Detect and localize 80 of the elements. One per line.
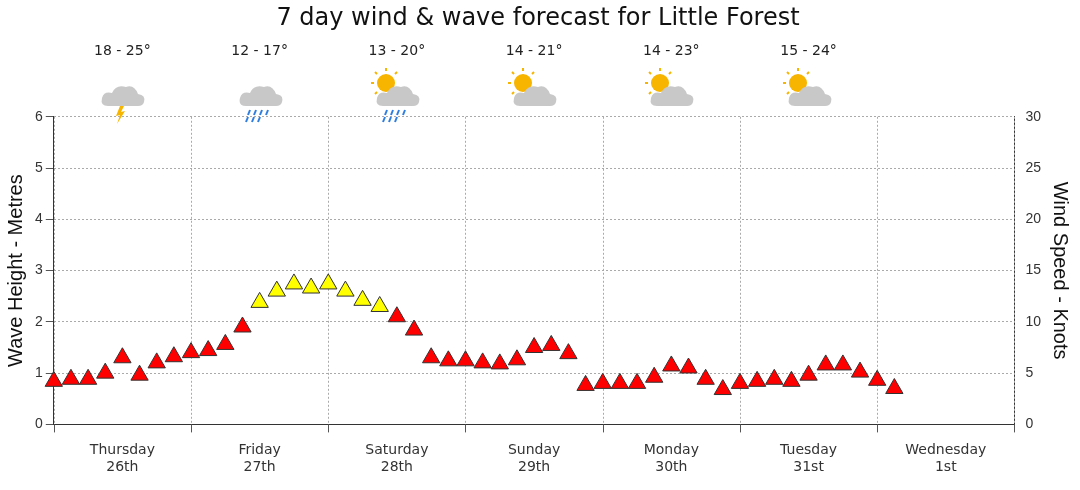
point xyxy=(696,368,715,385)
y-tick-label: 0 xyxy=(34,415,43,432)
point xyxy=(319,273,338,290)
point xyxy=(833,354,853,371)
x-tick-label: Friday 27th xyxy=(238,441,281,475)
text: 15 - 24° xyxy=(779,42,838,58)
y2-tick-label: 0 xyxy=(1025,415,1034,432)
point xyxy=(662,355,681,372)
point xyxy=(147,352,166,369)
y2-tick-label: 15 xyxy=(1025,261,1042,278)
point xyxy=(387,306,407,323)
point xyxy=(627,372,647,389)
point xyxy=(765,368,784,385)
y-tick-label: 5 xyxy=(34,158,43,175)
x-tick-label: Sunday 29th xyxy=(507,441,561,475)
y2-tick-label: 30 xyxy=(1025,107,1042,124)
x-tick-label: Saturday 28th xyxy=(365,441,429,475)
point xyxy=(199,340,218,357)
point xyxy=(96,362,115,379)
y-tick-label: 2 xyxy=(34,312,43,329)
x-tick-label: Wednesday 1st xyxy=(905,441,987,475)
y2-tick-label: 10 xyxy=(1025,312,1042,329)
point xyxy=(782,370,801,387)
point xyxy=(233,316,252,333)
point xyxy=(301,277,321,294)
point xyxy=(422,347,441,364)
point xyxy=(885,378,904,395)
y2-tick-label: 5 xyxy=(1025,363,1034,380)
x-tick-label: Tuesday 31st xyxy=(779,441,838,475)
y2-axis-title: Wind Speed - Knots xyxy=(1050,181,1073,360)
y-tick-label: 1 xyxy=(34,363,43,380)
point xyxy=(645,366,664,383)
point xyxy=(868,369,887,386)
point xyxy=(747,370,767,387)
point xyxy=(404,319,424,336)
point xyxy=(850,361,870,378)
point xyxy=(559,343,578,360)
x-tick-label: Thursday 26th xyxy=(88,441,155,475)
y-axis-title: Wave Height - Metres xyxy=(3,174,26,367)
point xyxy=(713,379,732,396)
point xyxy=(456,350,475,367)
point xyxy=(336,280,355,297)
text: 13 - 20° xyxy=(367,42,427,58)
x-tick-label: Monday 30th xyxy=(643,441,699,475)
point xyxy=(250,291,269,308)
point xyxy=(113,347,132,364)
point xyxy=(816,354,835,371)
point xyxy=(679,357,698,374)
y2-tick-label: 20 xyxy=(1025,210,1042,227)
point xyxy=(216,333,235,350)
chart-title: 7 day wind & wave forecast for Little Forest xyxy=(276,2,800,31)
point xyxy=(164,346,184,363)
point xyxy=(507,349,527,366)
point xyxy=(490,353,509,370)
point xyxy=(730,372,750,389)
text: 12 - 17° xyxy=(230,42,289,58)
point xyxy=(181,342,201,359)
point xyxy=(267,280,286,297)
point xyxy=(542,334,561,351)
point xyxy=(799,364,818,381)
point xyxy=(353,289,372,306)
text: 18 - 25° xyxy=(93,42,152,58)
point xyxy=(473,352,492,369)
point xyxy=(576,374,595,391)
text: 14 - 21° xyxy=(504,42,564,58)
text: 14 - 23° xyxy=(642,42,701,58)
point xyxy=(78,368,98,385)
y-tick-label: 4 xyxy=(34,210,43,227)
point xyxy=(439,350,458,367)
y2-tick-label: 25 xyxy=(1025,158,1042,175)
y-tick-label: 3 xyxy=(34,261,43,278)
point xyxy=(61,368,81,385)
point xyxy=(593,372,612,389)
point xyxy=(524,337,544,353)
point xyxy=(610,372,630,389)
point xyxy=(130,364,149,381)
y-tick-label: 6 xyxy=(34,107,43,124)
point xyxy=(284,273,304,290)
point xyxy=(370,295,389,312)
point xyxy=(44,370,63,387)
